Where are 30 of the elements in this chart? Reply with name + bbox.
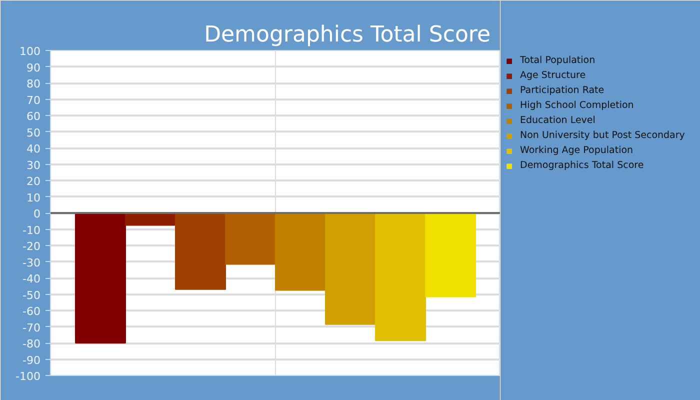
y-tick-label: 80 — [26, 78, 41, 90]
y-tick-label: -90 — [22, 354, 40, 367]
y-tick-label: 100 — [20, 45, 41, 58]
y-tick-label: 60 — [26, 110, 41, 123]
y-tick-label: -70 — [22, 321, 40, 334]
y-tick-label: -30 — [22, 256, 40, 270]
y-tick-label: -20 — [22, 240, 40, 253]
y-tick-label: -10 — [22, 224, 40, 237]
legend-label: Non University but Post Secondary — [520, 130, 685, 141]
y-tick-label: 0 — [34, 208, 40, 220]
legend-label: High School Completion — [520, 100, 634, 111]
y-tick-label: 40 — [26, 142, 41, 156]
y-tick-label: 70 — [26, 94, 41, 107]
y-tick-label: -100 — [16, 370, 41, 383]
y-tick-label: -40 — [22, 272, 40, 286]
legend-label: Participation Rate — [520, 85, 604, 96]
legend-label: Demographics Total Score — [520, 160, 644, 171]
y-tick-label: -80 — [22, 338, 40, 350]
y-tick-label: -60 — [22, 305, 40, 318]
legend-label: Working Age Population — [520, 145, 634, 156]
legend-label: Total Population — [520, 55, 596, 66]
y-tick-label: 20 — [26, 175, 41, 188]
y-tick-label: -50 — [22, 288, 40, 302]
legend-label: Age Structure — [520, 70, 586, 81]
y-tick-label: 30 — [26, 158, 41, 172]
y-tick-label: 90 — [26, 61, 41, 74]
y-tick-label: 10 — [26, 191, 41, 204]
chart-title: Demographics Total Score — [204, 22, 491, 48]
legend-label: Education Level — [520, 115, 596, 126]
y-tick-label: 50 — [26, 126, 41, 140]
